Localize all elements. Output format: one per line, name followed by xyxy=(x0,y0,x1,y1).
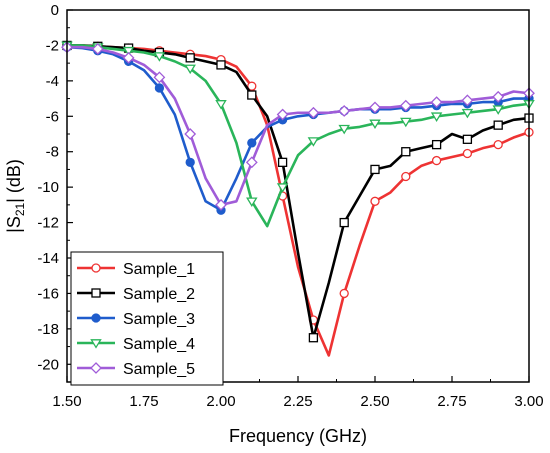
data-point xyxy=(308,333,319,343)
x-tick-label: 2.50 xyxy=(360,393,389,410)
data-point xyxy=(246,197,258,207)
x-axis-title: Frequency (GHz) xyxy=(229,426,367,446)
y-tick-label: -12 xyxy=(37,215,59,232)
x-tick-label: 3.00 xyxy=(514,393,543,410)
series-line xyxy=(67,44,530,340)
data-point xyxy=(185,157,195,167)
data-point xyxy=(401,171,411,182)
data-point xyxy=(462,148,473,159)
data-point xyxy=(370,196,380,206)
y-tick-label: 0 xyxy=(51,2,59,19)
y-tick-label: -2 xyxy=(46,37,59,54)
data-point xyxy=(91,313,101,323)
y-tick-label: -10 xyxy=(37,179,59,196)
plot-frame xyxy=(66,9,530,383)
data-point xyxy=(184,64,196,75)
data-point xyxy=(215,100,227,110)
y-axis-title: |S21| (dB) xyxy=(4,159,27,233)
data-point xyxy=(247,138,257,148)
legend-label: Sample_5 xyxy=(123,361,195,378)
data-point xyxy=(462,134,473,144)
data-point xyxy=(339,217,349,228)
series-line xyxy=(67,44,530,228)
series-4 xyxy=(61,41,535,228)
series-line xyxy=(67,44,530,357)
legend-label: Sample_2 xyxy=(123,286,195,303)
series-line xyxy=(67,45,530,207)
data-point xyxy=(431,155,442,166)
data-point xyxy=(369,119,381,130)
data-point xyxy=(247,90,257,100)
x-tick-label: 1.50 xyxy=(52,393,81,410)
x-tick-label: 1.75 xyxy=(129,393,158,410)
series-line xyxy=(66,45,529,212)
y-tick-label: -14 xyxy=(37,250,59,267)
legend-item: Sample_4 xyxy=(77,336,195,353)
legend-item: Sample_3 xyxy=(77,311,195,328)
y-tick-label: -18 xyxy=(37,321,59,338)
x-tick-label: 2.75 xyxy=(437,393,466,410)
data-point xyxy=(90,339,102,349)
data-point xyxy=(430,96,443,109)
data-point xyxy=(431,139,442,150)
series-3 xyxy=(62,42,534,215)
data-point xyxy=(91,288,101,298)
data-point xyxy=(277,157,288,167)
data-point xyxy=(401,147,411,157)
series-5 xyxy=(61,41,535,211)
data-point xyxy=(184,128,197,140)
data-point xyxy=(153,71,166,84)
y-axis-title-suffix: | (dB) xyxy=(4,159,24,203)
data-point xyxy=(90,362,102,374)
data-point xyxy=(307,137,320,147)
y-tick-label: -20 xyxy=(37,356,59,373)
data-point xyxy=(493,120,503,130)
data-point xyxy=(461,108,474,119)
data-point xyxy=(122,46,135,57)
data-point xyxy=(215,198,227,211)
data-point xyxy=(91,263,101,273)
legend-item: Sample_5 xyxy=(77,361,195,378)
legend-item: Sample_1 xyxy=(77,261,195,278)
legend-label: Sample_1 xyxy=(123,261,195,278)
y-axis-title-subscript: 21 xyxy=(13,203,27,217)
data-point xyxy=(400,117,412,128)
data-point xyxy=(154,83,165,93)
legend-label: Sample_3 xyxy=(123,311,195,328)
data-point xyxy=(216,60,226,70)
y-axis-title-prefix: |S xyxy=(4,216,24,233)
legend-label: Sample_4 xyxy=(123,336,195,353)
data-point xyxy=(339,288,349,299)
y-tick-label: -16 xyxy=(37,285,59,302)
data-point xyxy=(245,156,258,169)
legend-item: Sample_2 xyxy=(77,286,195,303)
x-tick-label: 2.25 xyxy=(283,393,312,410)
y-tick-label: -4 xyxy=(46,73,59,90)
plot-series xyxy=(61,40,535,357)
data-point xyxy=(430,112,443,122)
data-point xyxy=(492,90,505,103)
data-point xyxy=(461,94,474,107)
data-point xyxy=(185,53,195,63)
data-point xyxy=(122,51,135,64)
y-tick-label: -6 xyxy=(46,108,59,125)
data-point xyxy=(247,81,257,91)
x-tick-label: 2.00 xyxy=(206,393,235,410)
data-point xyxy=(276,108,289,121)
data-point xyxy=(399,99,412,112)
data-point xyxy=(307,106,320,119)
data-point xyxy=(338,105,351,117)
y-tick-label: -8 xyxy=(46,144,59,161)
legend: Sample_1 Sample_2 Sample_3 Sample_4 Sample_5 xyxy=(70,251,224,386)
data-point xyxy=(276,183,289,193)
data-point xyxy=(369,101,381,114)
data-point xyxy=(338,124,350,135)
data-point xyxy=(91,43,104,55)
data-point xyxy=(153,52,166,62)
data-point xyxy=(493,139,503,150)
data-point xyxy=(370,164,380,175)
data-point xyxy=(492,105,504,115)
